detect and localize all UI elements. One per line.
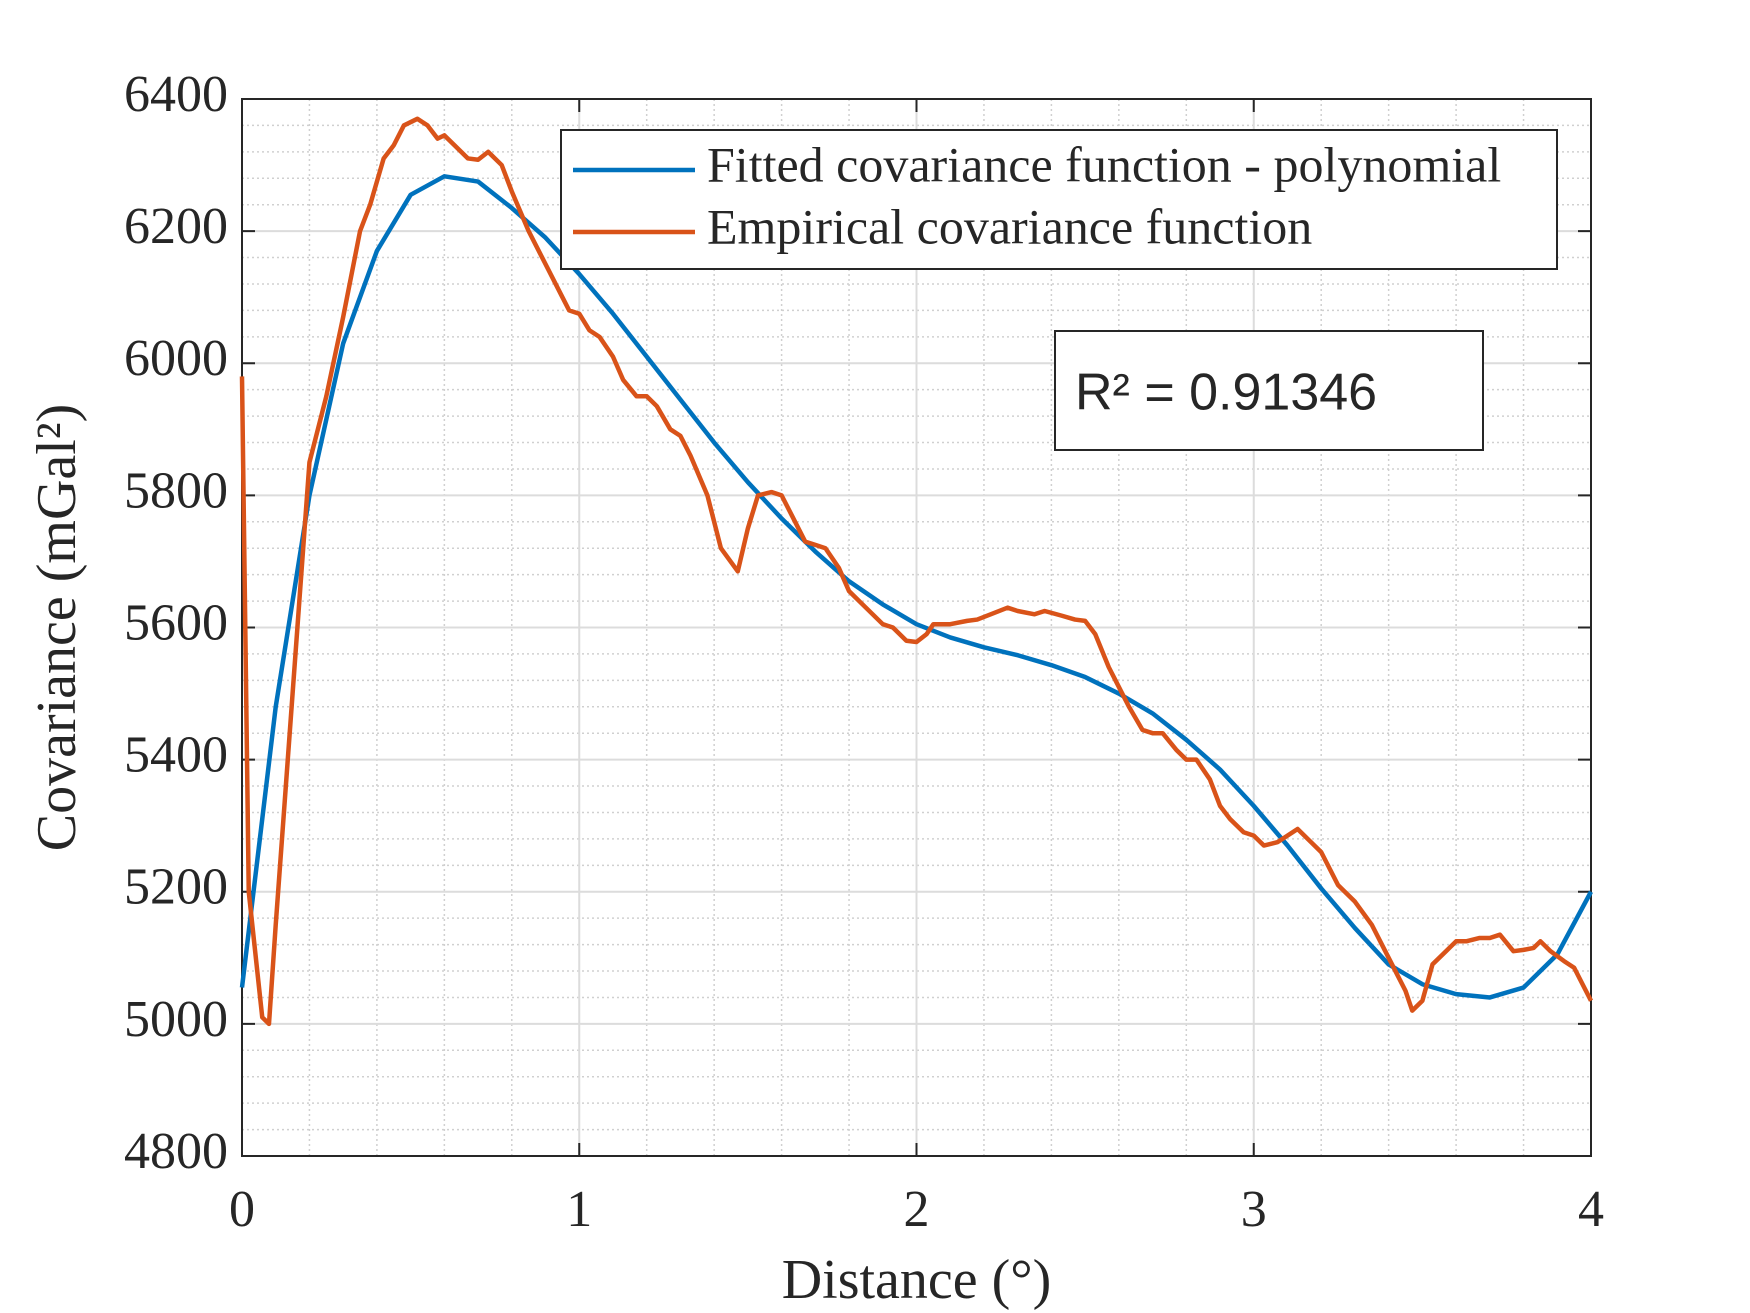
x-axis-label: Distance (°): [782, 1249, 1052, 1311]
y-tick-label: 6200: [124, 198, 228, 255]
data-line: [239, 116, 1594, 1027]
axes-box: [241, 98, 1592, 1157]
data-line: [239, 174, 1593, 1000]
y-tick-label: 5800: [124, 462, 228, 519]
y-tick-label: 6400: [124, 66, 228, 123]
y-axis-label: Covariance (mGal²): [26, 404, 88, 851]
y-tick-label: 5400: [124, 727, 228, 784]
x-tick-label: 0: [229, 1181, 255, 1238]
y-tick-label: 5200: [124, 859, 228, 916]
x-tick-label: 2: [904, 1181, 930, 1238]
x-tick-label: 1: [566, 1181, 592, 1238]
y-tick-label: 4800: [124, 1123, 228, 1180]
x-tick-label: 3: [1241, 1181, 1267, 1238]
legend-box: [560, 129, 1558, 270]
x-tick-label: 4: [1578, 1181, 1604, 1238]
y-tick-label: 5600: [124, 594, 228, 651]
y-tick-label: 5000: [124, 991, 228, 1048]
annotation: R² = 0.91346: [1075, 364, 1377, 422]
legend-label: Fitted covariance function - polynomial: [707, 136, 1501, 192]
y-tick-label: 6000: [124, 330, 228, 387]
legend-label: Empirical covariance function: [707, 198, 1312, 254]
annotation-box: [1054, 330, 1484, 451]
